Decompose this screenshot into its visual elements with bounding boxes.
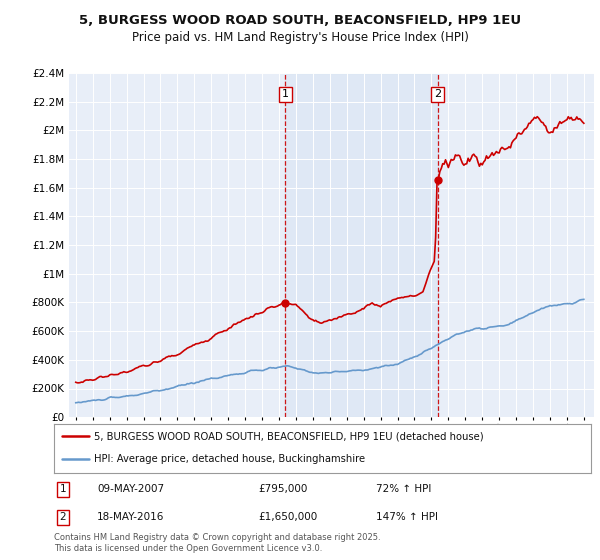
Text: HPI: Average price, detached house, Buckinghamshire: HPI: Average price, detached house, Buck… bbox=[94, 454, 365, 464]
Text: 09-MAY-2007: 09-MAY-2007 bbox=[97, 484, 164, 494]
Text: 18-MAY-2016: 18-MAY-2016 bbox=[97, 512, 164, 522]
Text: Contains HM Land Registry data © Crown copyright and database right 2025.
This d: Contains HM Land Registry data © Crown c… bbox=[54, 533, 380, 553]
Text: 2: 2 bbox=[59, 512, 66, 522]
Text: 5, BURGESS WOOD ROAD SOUTH, BEACONSFIELD, HP9 1EU: 5, BURGESS WOOD ROAD SOUTH, BEACONSFIELD… bbox=[79, 14, 521, 27]
Text: 72% ↑ HPI: 72% ↑ HPI bbox=[376, 484, 431, 494]
Text: Price paid vs. HM Land Registry's House Price Index (HPI): Price paid vs. HM Land Registry's House … bbox=[131, 31, 469, 44]
Text: 5, BURGESS WOOD ROAD SOUTH, BEACONSFIELD, HP9 1EU (detached house): 5, BURGESS WOOD ROAD SOUTH, BEACONSFIELD… bbox=[94, 431, 484, 441]
Text: £795,000: £795,000 bbox=[258, 484, 307, 494]
Bar bbox=[285, 73, 437, 417]
Text: 1: 1 bbox=[59, 484, 66, 494]
Text: 2: 2 bbox=[434, 90, 441, 100]
Text: 1: 1 bbox=[282, 90, 289, 100]
Text: 147% ↑ HPI: 147% ↑ HPI bbox=[376, 512, 438, 522]
Text: £1,650,000: £1,650,000 bbox=[258, 512, 317, 522]
